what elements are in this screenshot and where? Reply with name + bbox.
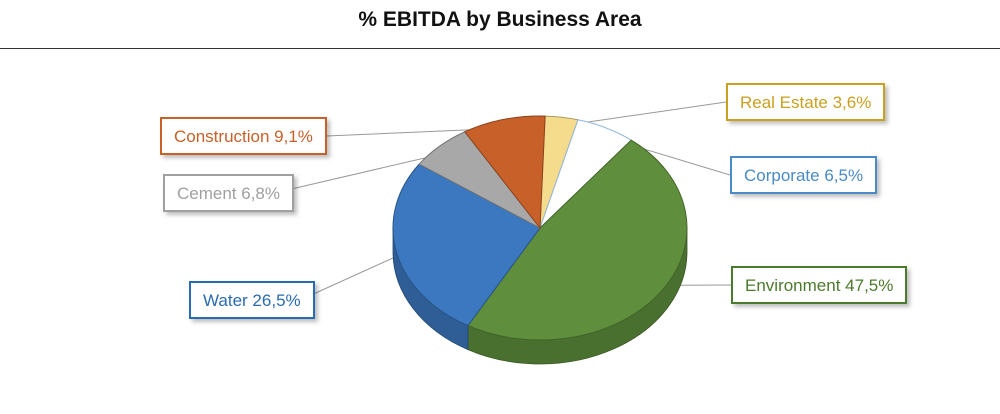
chart-title: % EBITDA by Business Area bbox=[358, 8, 642, 31]
pie-slice-construction bbox=[464, 115, 546, 230]
data-label-construction: Construction 9,1% bbox=[160, 117, 327, 155]
pie-slices bbox=[392, 115, 688, 341]
pie-slice-environment bbox=[467, 139, 688, 341]
pie-slice-water bbox=[392, 163, 541, 327]
data-label-cement: Cement 6,8% bbox=[163, 174, 294, 212]
data-label-water: Water 26,5% bbox=[189, 281, 315, 319]
data-label-real-estate: Real Estate 3,6% bbox=[726, 83, 886, 121]
title-divider bbox=[0, 48, 1000, 49]
leader-line-water bbox=[299, 250, 409, 301]
data-label-corporate: Corporate 6,5% bbox=[730, 156, 878, 194]
data-label-environment: Environment 47,5% bbox=[731, 266, 908, 304]
leader-line-cement bbox=[274, 152, 448, 194]
